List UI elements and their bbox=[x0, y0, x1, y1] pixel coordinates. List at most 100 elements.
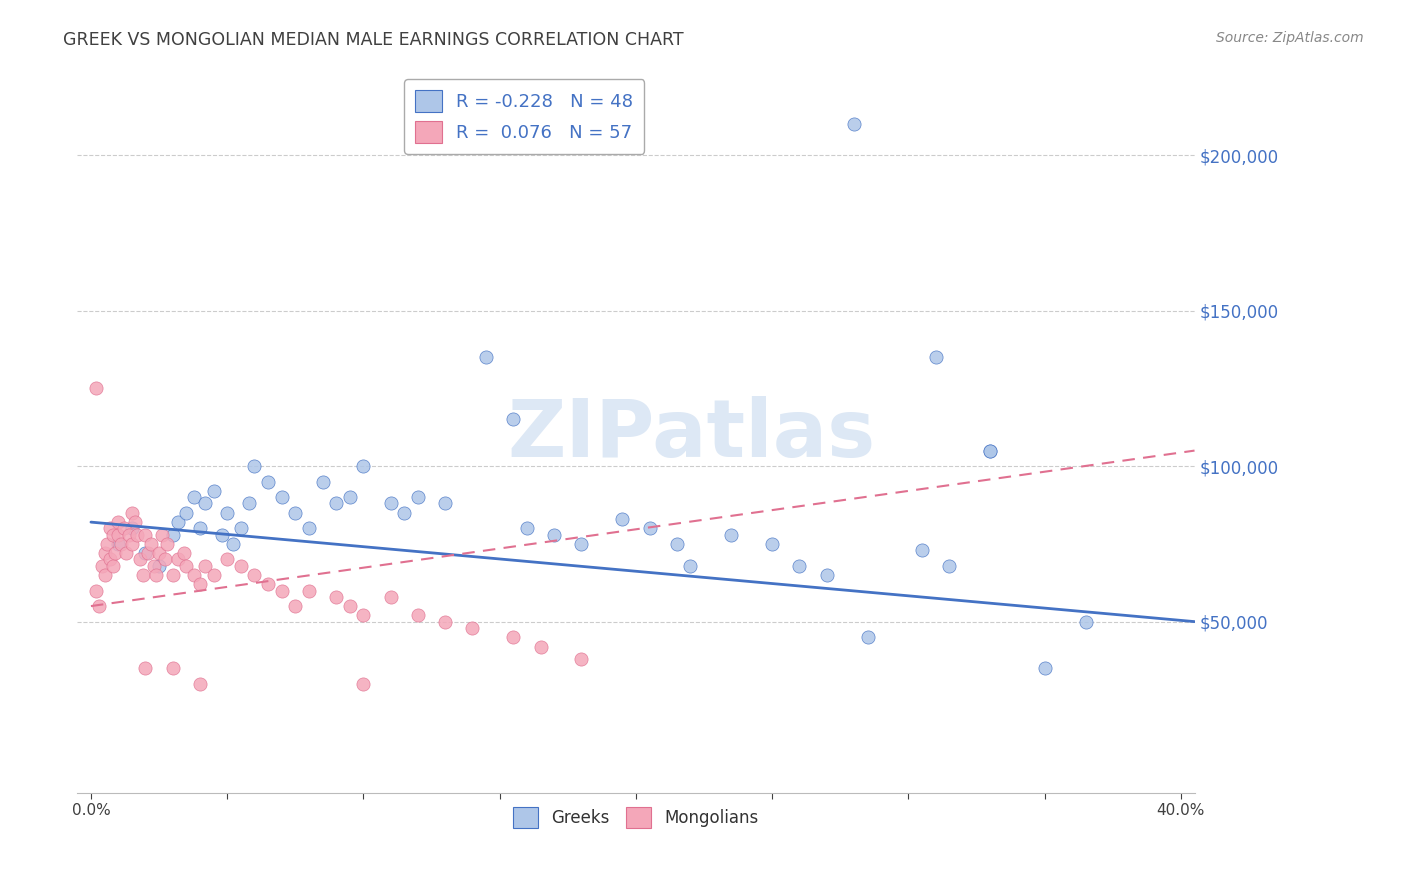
Point bbox=[229, 521, 252, 535]
Point bbox=[124, 515, 146, 529]
Point bbox=[136, 546, 159, 560]
Point bbox=[571, 537, 593, 551]
Point bbox=[842, 117, 865, 131]
Point bbox=[134, 661, 156, 675]
Point bbox=[194, 558, 217, 573]
Text: ZIPatlas: ZIPatlas bbox=[508, 396, 876, 474]
Point bbox=[202, 483, 225, 498]
Point bbox=[183, 490, 205, 504]
Point bbox=[188, 521, 211, 535]
Point bbox=[543, 527, 565, 541]
Point bbox=[211, 527, 233, 541]
Point bbox=[162, 568, 184, 582]
Point bbox=[938, 558, 960, 573]
Point bbox=[339, 599, 361, 613]
Point bbox=[162, 661, 184, 675]
Point bbox=[134, 546, 156, 560]
Point bbox=[238, 496, 260, 510]
Point bbox=[93, 568, 115, 582]
Point bbox=[86, 381, 108, 395]
Point bbox=[176, 558, 198, 573]
Point bbox=[115, 546, 138, 560]
Point bbox=[516, 521, 538, 535]
Point bbox=[529, 640, 551, 654]
Point bbox=[394, 506, 416, 520]
Point bbox=[148, 546, 170, 560]
Point bbox=[183, 568, 205, 582]
Point bbox=[434, 615, 457, 629]
Point bbox=[107, 527, 129, 541]
Point bbox=[127, 527, 149, 541]
Point bbox=[979, 443, 1001, 458]
Point bbox=[911, 543, 934, 558]
Point bbox=[461, 621, 484, 635]
Point bbox=[156, 537, 179, 551]
Point bbox=[86, 583, 108, 598]
Point bbox=[150, 527, 173, 541]
Point bbox=[148, 558, 170, 573]
Point bbox=[571, 652, 593, 666]
Point bbox=[118, 527, 141, 541]
Point bbox=[93, 546, 115, 560]
Point bbox=[924, 351, 946, 365]
Point bbox=[121, 521, 143, 535]
Point bbox=[243, 568, 266, 582]
Point bbox=[121, 506, 143, 520]
Point bbox=[188, 677, 211, 691]
Point bbox=[284, 599, 307, 613]
Point bbox=[665, 537, 688, 551]
Point bbox=[1074, 615, 1097, 629]
Point bbox=[257, 577, 280, 591]
Point bbox=[101, 527, 124, 541]
Point bbox=[101, 558, 124, 573]
Point bbox=[720, 527, 742, 541]
Point bbox=[107, 537, 129, 551]
Point bbox=[789, 558, 811, 573]
Point bbox=[202, 568, 225, 582]
Point bbox=[270, 490, 292, 504]
Point bbox=[139, 537, 162, 551]
Legend: Greeks, Mongolians: Greeks, Mongolians bbox=[506, 801, 766, 834]
Point bbox=[856, 630, 879, 644]
Point bbox=[129, 552, 152, 566]
Point bbox=[142, 558, 165, 573]
Point bbox=[761, 537, 783, 551]
Point bbox=[217, 506, 239, 520]
Point bbox=[132, 568, 155, 582]
Point bbox=[229, 558, 252, 573]
Point bbox=[815, 568, 838, 582]
Point bbox=[98, 552, 121, 566]
Point bbox=[1033, 661, 1056, 675]
Point bbox=[502, 630, 524, 644]
Point bbox=[352, 677, 374, 691]
Text: GREEK VS MONGOLIAN MEDIAN MALE EARNINGS CORRELATION CHART: GREEK VS MONGOLIAN MEDIAN MALE EARNINGS … bbox=[63, 31, 683, 49]
Point bbox=[298, 521, 321, 535]
Point bbox=[194, 496, 217, 510]
Point bbox=[112, 521, 135, 535]
Point bbox=[162, 527, 184, 541]
Point bbox=[502, 412, 524, 426]
Point bbox=[221, 537, 243, 551]
Point bbox=[406, 608, 429, 623]
Point bbox=[979, 443, 1001, 458]
Point bbox=[145, 568, 167, 582]
Point bbox=[325, 590, 347, 604]
Point bbox=[380, 590, 402, 604]
Point bbox=[638, 521, 661, 535]
Point bbox=[217, 552, 239, 566]
Point bbox=[679, 558, 702, 573]
Point bbox=[167, 515, 190, 529]
Point bbox=[90, 558, 112, 573]
Point bbox=[153, 552, 176, 566]
Point bbox=[98, 521, 121, 535]
Point bbox=[380, 496, 402, 510]
Point bbox=[257, 475, 280, 489]
Point bbox=[89, 599, 111, 613]
Point bbox=[96, 537, 118, 551]
Point bbox=[475, 351, 498, 365]
Point bbox=[270, 583, 292, 598]
Point bbox=[434, 496, 457, 510]
Point bbox=[284, 506, 307, 520]
Point bbox=[406, 490, 429, 504]
Point bbox=[339, 490, 361, 504]
